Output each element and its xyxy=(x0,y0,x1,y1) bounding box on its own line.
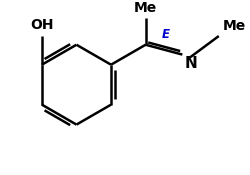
Text: N: N xyxy=(184,57,196,71)
Text: E: E xyxy=(161,28,169,41)
Text: OH: OH xyxy=(30,18,54,32)
Text: Me: Me xyxy=(134,1,156,15)
Text: Me: Me xyxy=(222,19,245,33)
